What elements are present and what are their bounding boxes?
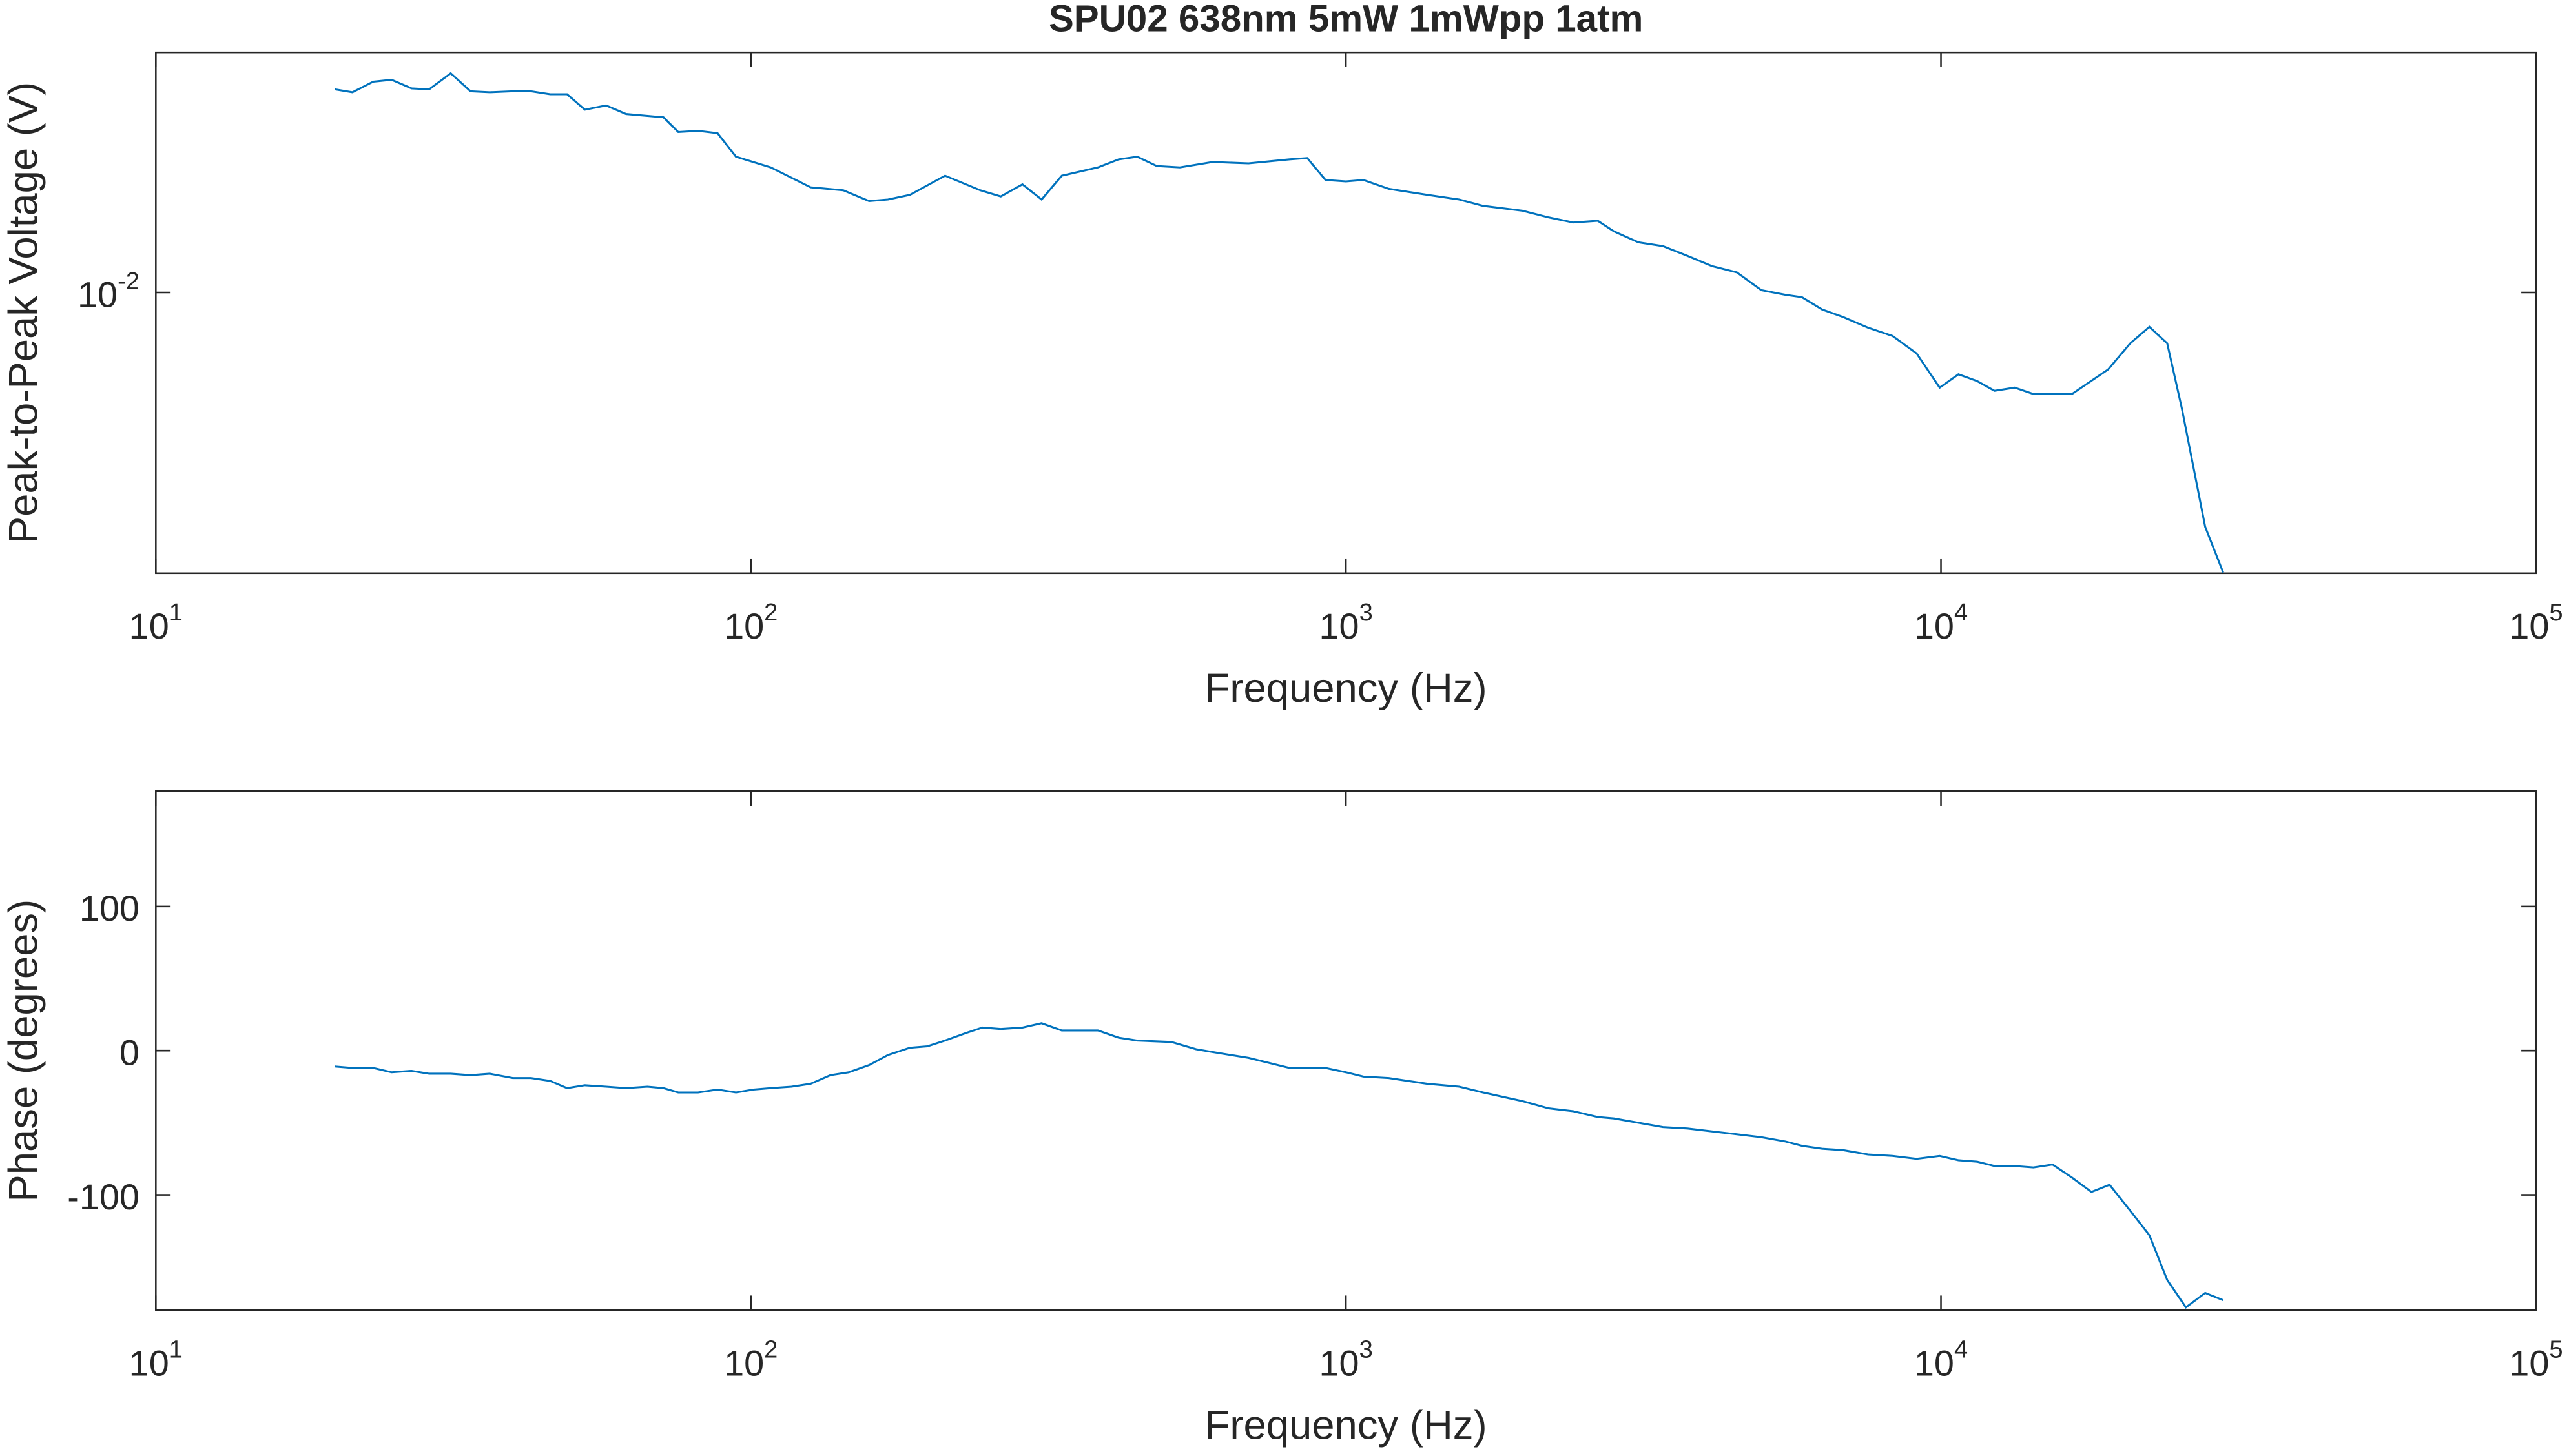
y-tick-label: 100 xyxy=(79,888,139,928)
x-tick-label: 105 xyxy=(2509,1337,2563,1384)
x-tick-label: 104 xyxy=(1914,1337,1968,1384)
x-tick-label: 102 xyxy=(724,1337,778,1384)
x-tick-label: 103 xyxy=(1319,599,1373,646)
data-line xyxy=(335,72,2224,573)
y-axis-label: Peak-to-Peak Voltage (V) xyxy=(1,82,46,544)
y-tick-label: 10-2 xyxy=(77,268,139,315)
y-axis-label: Phase (degrees) xyxy=(1,899,46,1202)
chart-title: SPU02 638nm 5mW 1mWpp 1atm xyxy=(1049,0,1644,39)
x-tick-label: 101 xyxy=(129,599,183,646)
x-tick-label: 103 xyxy=(1319,1337,1373,1384)
y-tick-label: -100 xyxy=(67,1176,139,1217)
plot-area xyxy=(335,72,2224,573)
plot: 101 102 103 104 105 10-2 SPU02 638nm 5mW 1mWpp… xyxy=(1,0,2563,711)
y-tick-label: 0 xyxy=(119,1032,139,1073)
data-line xyxy=(335,1022,2224,1309)
x-axis-label: Frequency (Hz) xyxy=(1205,1403,1487,1448)
x-axis-label: Frequency (Hz) xyxy=(1205,666,1487,711)
x-tick-label: 101 xyxy=(129,1337,183,1384)
plot: 101 102 103 104 105 -100 0 100 Frequency (Hz) Pha… xyxy=(1,790,2563,1448)
x-tick-label: 105 xyxy=(2509,599,2563,646)
x-tick-label: 104 xyxy=(1914,599,1968,646)
plot-area xyxy=(335,1022,2224,1309)
x-tick-label: 102 xyxy=(724,599,778,646)
